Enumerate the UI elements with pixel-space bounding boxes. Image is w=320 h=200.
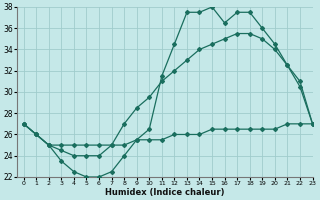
- X-axis label: Humidex (Indice chaleur): Humidex (Indice chaleur): [105, 188, 225, 197]
